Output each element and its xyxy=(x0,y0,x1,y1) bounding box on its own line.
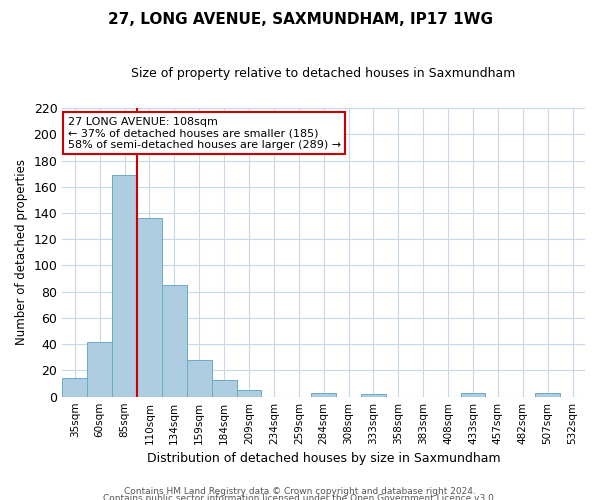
Text: 27, LONG AVENUE, SAXMUNDHAM, IP17 1WG: 27, LONG AVENUE, SAXMUNDHAM, IP17 1WG xyxy=(107,12,493,28)
Text: Contains public sector information licensed under the Open Government Licence v3: Contains public sector information licen… xyxy=(103,494,497,500)
Bar xyxy=(112,175,137,396)
Bar xyxy=(137,218,162,396)
Bar xyxy=(361,394,386,396)
Title: Size of property relative to detached houses in Saxmundham: Size of property relative to detached ho… xyxy=(131,68,516,80)
Bar xyxy=(87,342,112,396)
Bar xyxy=(535,392,560,396)
Bar xyxy=(461,392,485,396)
Bar xyxy=(187,360,212,397)
Bar xyxy=(311,392,336,396)
Bar xyxy=(162,285,187,397)
Bar xyxy=(62,378,87,396)
Text: Contains HM Land Registry data © Crown copyright and database right 2024.: Contains HM Land Registry data © Crown c… xyxy=(124,487,476,496)
Text: 27 LONG AVENUE: 108sqm
← 37% of detached houses are smaller (185)
58% of semi-de: 27 LONG AVENUE: 108sqm ← 37% of detached… xyxy=(68,116,341,150)
Bar xyxy=(212,380,236,396)
Bar xyxy=(236,390,262,396)
Y-axis label: Number of detached properties: Number of detached properties xyxy=(15,160,28,346)
X-axis label: Distribution of detached houses by size in Saxmundham: Distribution of detached houses by size … xyxy=(147,452,500,465)
